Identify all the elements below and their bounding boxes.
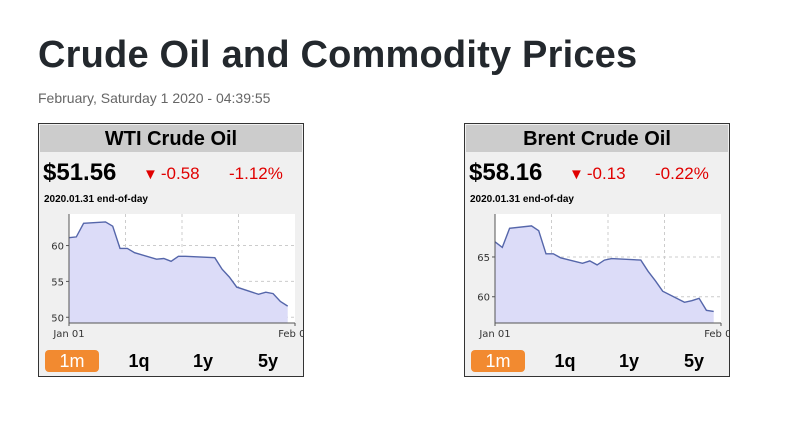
price-area [495,225,714,323]
wti-price-chart: 50 55 60 Jan 01 Feb 01 [51,214,303,340]
tab-1q[interactable]: 1q [128,351,150,371]
y-tick-label: 65 [477,253,490,264]
tab-1m[interactable]: 1m [471,350,525,372]
wti-widget: WTI Crude Oil $51.56 ▼ -0.58 -1.12% 2020.… [38,123,304,377]
change-value: -0.58 [160,164,200,183]
price: $58.16 [469,159,543,186]
range-tabs: 1m 1q 1y 5y [39,348,303,374]
x-tick-label: Jan 01 [52,329,84,340]
tab-1y[interactable]: 1y [192,351,214,371]
range-tabs: 1m 1q 1y 5y [465,348,729,374]
x-tick-label: Jan 01 [478,329,510,340]
date-note: 2020.01.31 end-of-day [470,194,574,205]
tab-1y[interactable]: 1y [618,351,640,371]
price-change: ▼ -0.58 [143,164,200,184]
y-tick-label: 60 [477,293,490,304]
x-tick-label: Feb 01 [704,329,729,340]
price-change: ▼ -0.13 [569,164,626,184]
x-tick-label: Feb 01 [278,329,303,340]
down-triangle-icon: ▼ [143,166,158,183]
percent-change: -0.22% [655,164,709,183]
change-value: -0.13 [586,164,626,183]
widget-title: WTI Crude Oil [40,125,302,152]
brent-price-chart: 60 65 Jan 01 Feb 01 [477,214,729,340]
y-tick-label: 50 [51,313,64,324]
widget-title: Brent Crude Oil [466,125,728,152]
date-note: 2020.01.31 end-of-day [44,194,148,205]
price-line [68,221,289,307]
price-area [69,221,288,323]
price-line [494,225,714,313]
y-tick-label: 55 [51,277,64,288]
timestamp: February, Saturday 1 2020 - 04:39:55 [38,90,271,106]
percent-change: -1.12% [229,164,283,183]
price: $51.56 [43,159,117,186]
tab-1m[interactable]: 1m [45,350,99,372]
y-tick-label: 60 [51,242,64,253]
tab-1q[interactable]: 1q [554,351,576,371]
page-title: Crude Oil and Commodity Prices [38,34,638,76]
down-triangle-icon: ▼ [569,166,584,183]
tab-5y[interactable]: 5y [257,351,279,371]
brent-widget: Brent Crude Oil $58.16 ▼ -0.13 -0.22% 202… [464,123,730,377]
tab-5y[interactable]: 5y [683,351,705,371]
